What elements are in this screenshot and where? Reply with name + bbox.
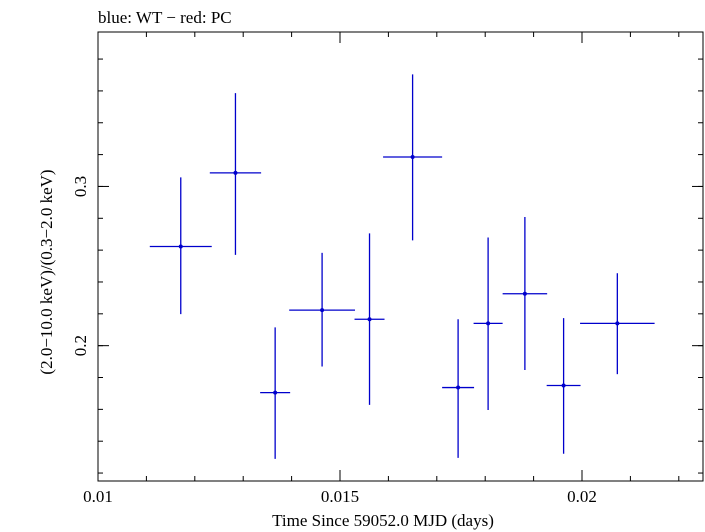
data-point bbox=[580, 273, 655, 375]
data-point bbox=[149, 177, 212, 315]
point-marker bbox=[233, 170, 238, 175]
data-point bbox=[473, 237, 503, 410]
x-axis-label: Time Since 59052.0 MJD (days) bbox=[272, 511, 494, 530]
point-marker bbox=[522, 291, 527, 296]
data-points bbox=[149, 74, 655, 459]
data-point bbox=[260, 327, 291, 459]
data-point bbox=[209, 93, 262, 255]
point-marker bbox=[178, 244, 183, 249]
y-tick-label: 0.2 bbox=[71, 335, 90, 356]
x-tick-label: 0.01 bbox=[83, 487, 113, 506]
x-tick-label: 0.015 bbox=[321, 487, 359, 506]
chart-title: blue: WT − red: PC bbox=[98, 8, 232, 27]
point-marker bbox=[486, 321, 491, 326]
data-point bbox=[289, 252, 356, 367]
axis-ticks bbox=[97, 32, 703, 481]
data-point bbox=[442, 319, 475, 458]
data-point bbox=[383, 74, 443, 241]
point-marker bbox=[410, 154, 415, 159]
y-tick-label: 0.3 bbox=[71, 176, 90, 197]
x-tick-label: 0.02 bbox=[567, 487, 597, 506]
plot-frame bbox=[97, 31, 704, 482]
point-marker bbox=[561, 383, 566, 388]
axis-tick-labels: 0.01 0.015 0.02 0.2 0.3 bbox=[71, 176, 597, 506]
data-point bbox=[354, 233, 385, 405]
y-axis-label: (2.0−10.0 keV)/(0.3−2.0 keV) bbox=[37, 169, 56, 374]
point-marker bbox=[320, 308, 325, 313]
data-point bbox=[502, 217, 548, 371]
point-marker bbox=[615, 321, 620, 326]
point-marker bbox=[273, 390, 278, 395]
point-marker bbox=[456, 385, 461, 390]
point-marker bbox=[367, 317, 372, 322]
data-point bbox=[546, 318, 581, 454]
